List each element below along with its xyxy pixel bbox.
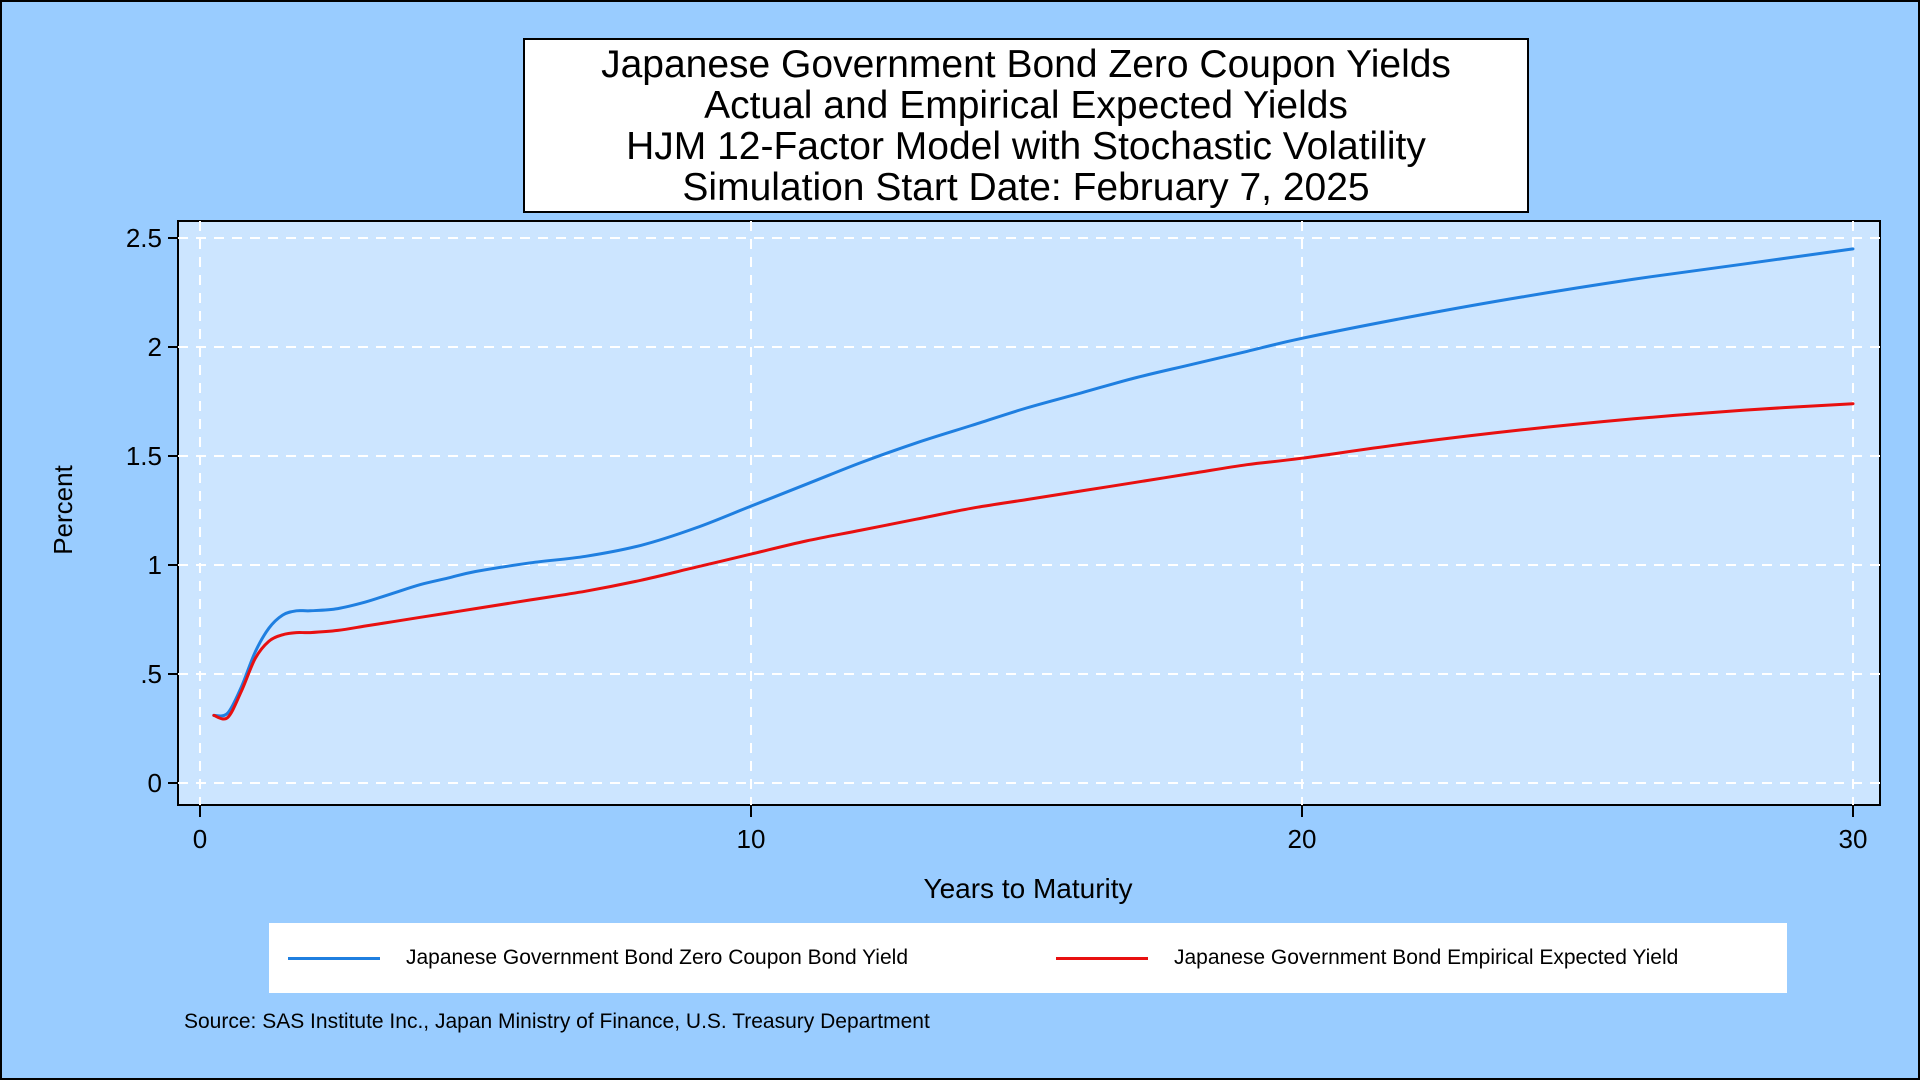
y-tick-label: 1.5 [126,441,162,471]
grid [178,221,1880,805]
series-layer [212,247,1855,721]
y-tick-label: 2 [148,332,162,362]
chart-title-line-2: Actual and Empirical Expected Yields [704,83,1348,127]
x-tick-label: 0 [193,824,207,854]
x-tick-label: 10 [737,824,766,854]
legend-swatch-zero-coupon [288,956,380,960]
series-line-zero-coupon-yield [212,247,1855,718]
chart-title-line-3: HJM 12-Factor Model with Stochastic Vola… [626,124,1426,168]
x-axis-label: Years to Maturity [923,873,1132,904]
x-tick-label: 20 [1288,824,1317,854]
legend-label-zero-coupon: Japanese Government Bond Zero Coupon Bon… [406,946,909,969]
legend-item-zero-coupon: Japanese Government Bond Zero Coupon Bon… [288,923,908,993]
chart-title-line-1: Japanese Government Bond Zero Coupon Yie… [601,42,1451,86]
legend-label-expected: Japanese Government Bond Empirical Expec… [1174,946,1679,969]
plot-area [177,220,1881,806]
series-line-expected-yield [212,402,1855,721]
legend-swatch-expected [1056,956,1148,960]
source-note: Source: SAS Institute Inc., Japan Minist… [184,1010,930,1033]
legend: Japanese Government Bond Zero Coupon Bon… [269,923,1787,993]
y-axis-label: Percent [48,464,78,554]
y-tick-label: 2.5 [126,223,162,253]
chart-title-box: Japanese Government Bond Zero Coupon Yie… [523,38,1529,213]
y-tick-label: 0 [148,768,162,798]
axes: 0 .5 1 1.5 2 2.5 0 10 20 30 [126,223,1868,854]
y-tick-label: 1 [148,550,162,580]
x-tick-label: 30 [1839,824,1868,854]
y-tick-label: .5 [140,659,162,689]
chart-title-line-4: Simulation Start Date: February 7, 2025 [682,165,1370,209]
legend-item-expected: Japanese Government Bond Empirical Expec… [1056,923,1678,993]
